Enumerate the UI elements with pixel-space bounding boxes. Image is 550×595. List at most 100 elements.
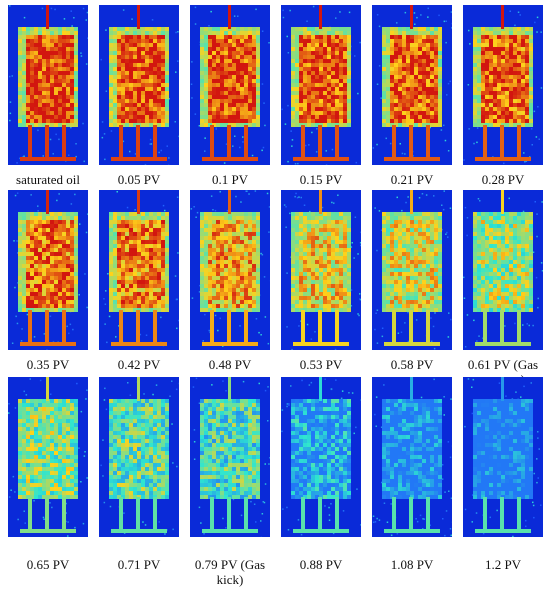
saturation-cell — [331, 248, 335, 252]
saturation-cell — [485, 115, 489, 119]
saturation-cell — [149, 220, 153, 224]
saturation-cell — [232, 91, 236, 95]
saturation-cell — [70, 31, 74, 35]
noise-speck — [251, 154, 254, 157]
saturation-cell — [26, 115, 30, 119]
saturation-cell — [212, 27, 216, 31]
saturation-cell — [248, 59, 252, 63]
saturation-cell — [382, 39, 386, 43]
saturation-cell — [299, 47, 303, 51]
saturation-cell — [109, 252, 113, 256]
saturation-cell — [34, 43, 38, 47]
saturation-cell — [505, 99, 509, 103]
noise-speck — [37, 210, 39, 212]
saturation-cell — [30, 284, 34, 288]
saturation-cell — [240, 39, 244, 43]
noise-speck — [242, 136, 244, 138]
saturation-cell — [422, 248, 426, 252]
saturation-cell — [248, 75, 252, 79]
saturation-cell — [153, 63, 157, 67]
saturation-cell — [240, 99, 244, 103]
saturation-cell — [228, 220, 232, 224]
saturation-cell — [121, 79, 125, 83]
saturation-cell — [34, 107, 38, 111]
saturation-cell — [200, 276, 204, 280]
noise-speck — [237, 15, 239, 17]
saturation-cell — [497, 75, 501, 79]
saturation-cell — [430, 55, 434, 59]
saturation-cell — [343, 55, 347, 59]
saturation-cell — [390, 63, 394, 67]
noise-speck — [150, 143, 153, 145]
saturation-cell — [525, 79, 529, 83]
saturation-cell — [438, 115, 442, 119]
saturation-cell — [208, 75, 212, 79]
noise-speck — [432, 325, 435, 328]
saturation-cell — [430, 224, 434, 228]
saturation-cell — [18, 55, 22, 59]
noise-speck — [463, 276, 465, 279]
saturation-cell — [307, 87, 311, 91]
saturation-cell — [113, 103, 117, 107]
saturation-cell — [394, 103, 398, 107]
saturation-cell — [208, 260, 212, 264]
saturation-cell — [145, 95, 149, 99]
saturation-cell — [149, 35, 153, 39]
saturation-cell — [521, 39, 525, 43]
saturation-cell — [74, 63, 78, 67]
saturation-cell — [66, 272, 70, 276]
noise-speck — [298, 196, 300, 198]
saturation-cell — [299, 119, 303, 123]
saturation-cell — [145, 39, 149, 43]
saturation-cell — [240, 107, 244, 111]
saturation-cell — [42, 87, 46, 91]
saturation-cell — [216, 123, 220, 127]
saturation-cell — [18, 308, 22, 312]
saturation-cell — [513, 27, 517, 31]
saturation-cell — [153, 91, 157, 95]
saturation-cell — [157, 103, 161, 107]
saturation-cell — [46, 51, 50, 55]
saturation-cell — [137, 248, 141, 252]
saturation-cell — [347, 119, 351, 123]
noise-speck — [359, 242, 361, 244]
saturation-cell — [212, 260, 216, 264]
saturation-cell — [335, 304, 339, 308]
saturation-cell — [315, 272, 319, 276]
saturation-cell — [430, 83, 434, 87]
saturation-cell — [414, 43, 418, 47]
saturation-cell — [331, 212, 335, 216]
saturation-cell — [244, 71, 248, 75]
saturation-cell — [38, 75, 42, 79]
saturation-cell — [165, 300, 169, 304]
saturation-cell — [426, 244, 430, 248]
saturation-cell — [422, 256, 426, 260]
saturation-cell — [343, 39, 347, 43]
saturation-cell — [26, 228, 30, 232]
saturation-cell — [521, 99, 525, 103]
noise-speck — [210, 10, 212, 13]
saturation-cell — [236, 284, 240, 288]
saturation-cell — [66, 95, 70, 99]
saturation-cell — [70, 51, 74, 55]
saturation-cell — [62, 252, 66, 256]
saturation-cell — [165, 79, 169, 83]
saturation-cell — [390, 248, 394, 252]
saturation-cell — [489, 71, 493, 75]
saturation-cell — [303, 296, 307, 300]
saturation-cell — [434, 51, 438, 55]
saturation-cell — [153, 228, 157, 232]
saturation-cell — [153, 95, 157, 99]
saturation-cell — [382, 232, 386, 236]
saturation-cell — [406, 83, 410, 87]
saturation-cell — [489, 67, 493, 71]
outlet-leg — [244, 310, 248, 345]
saturation-cell — [406, 288, 410, 292]
saturation-cell — [295, 220, 299, 224]
saturation-cell — [295, 256, 299, 260]
noise-speck — [151, 19, 154, 21]
noise-speck — [87, 213, 88, 215]
saturation-cell — [343, 119, 347, 123]
noise-speck — [16, 162, 18, 164]
saturation-cell — [220, 71, 224, 75]
